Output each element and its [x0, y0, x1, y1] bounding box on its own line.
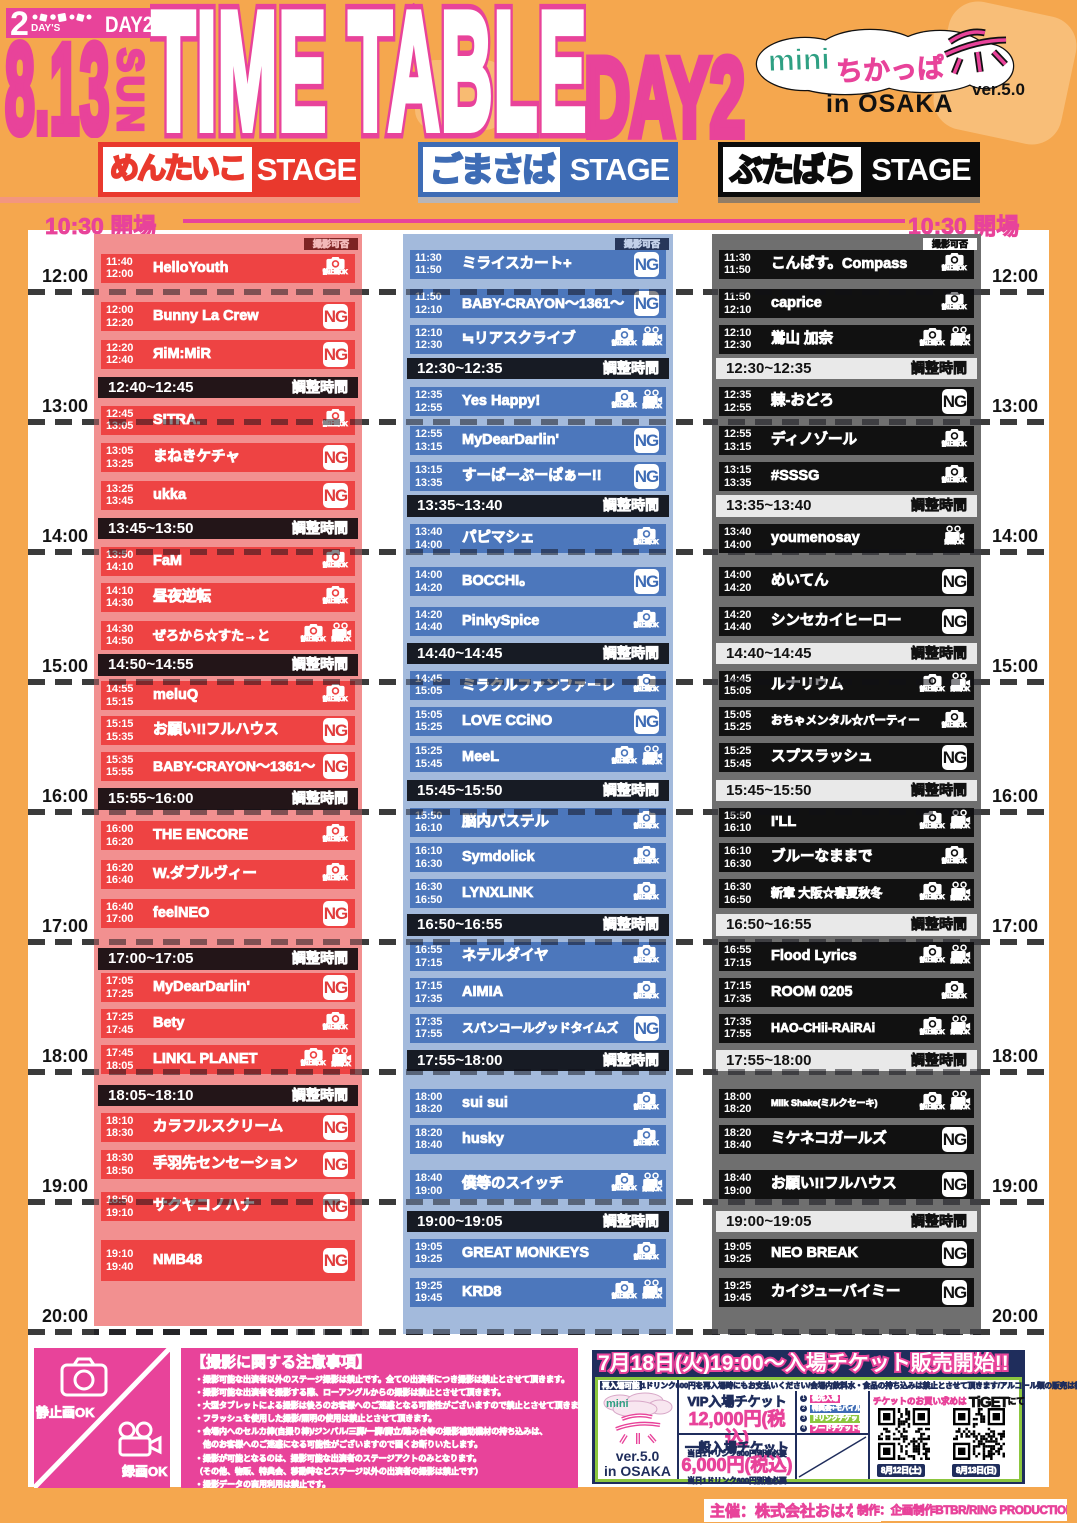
svg-text:8.13: 8.13 [5, 36, 110, 138]
svg-text:7月18日(火)19:00～入場チケット販売開始!!: 7月18日(火)19:00～入場チケット販売開始!! [598, 1352, 1009, 1374]
svg-text:SUN: SUN [112, 48, 151, 136]
svg-text:mini: mini [606, 1398, 629, 1410]
svg-text:TIME TABLE: TIME TABLE [152, 3, 588, 148]
svg-text:DAY2: DAY2 [584, 48, 744, 143]
svg-text:TIME TABLE: TIME TABLE [152, 3, 588, 148]
